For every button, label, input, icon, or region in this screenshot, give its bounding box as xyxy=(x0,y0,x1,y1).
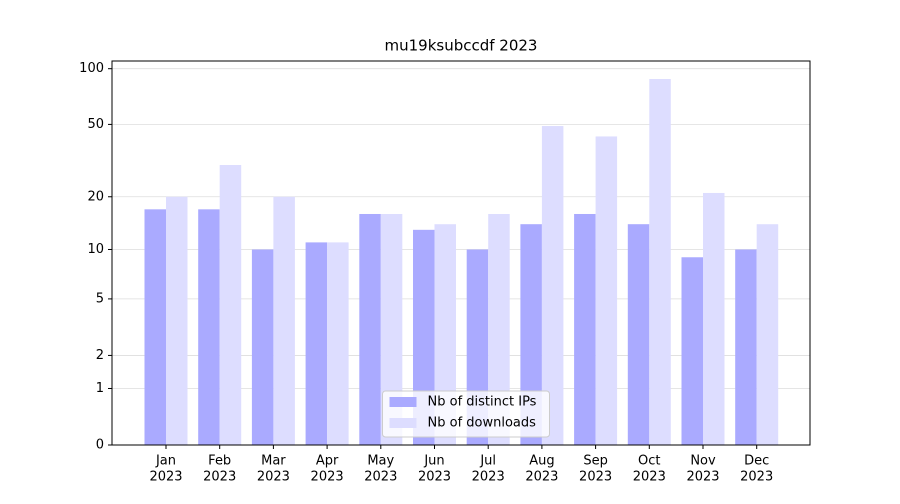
bar xyxy=(434,224,456,445)
y-tick-label: 2 xyxy=(96,348,104,363)
bar xyxy=(649,79,671,445)
x-tick-label: 2023 xyxy=(257,470,290,485)
y-tick-label: 50 xyxy=(87,117,104,132)
bar xyxy=(541,126,564,445)
x-tick-label: Mar xyxy=(261,454,286,469)
legend-box xyxy=(382,390,550,438)
x-tick-label: 2023 xyxy=(740,470,773,485)
x-tick-label: 2023 xyxy=(472,470,505,485)
bar xyxy=(166,196,188,445)
plot-frame xyxy=(111,60,811,446)
x-tick-label: 2023 xyxy=(149,470,182,485)
y-tick-label: 20 xyxy=(87,189,104,204)
x-tick-label: Apr xyxy=(316,454,339,469)
legend: Nb of distinct IPs Nb of downloads xyxy=(382,390,550,438)
bar xyxy=(251,249,274,445)
legend-swatch xyxy=(389,397,417,407)
x-tick-label: Jan xyxy=(155,454,176,469)
x-tick-label: 2023 xyxy=(633,470,666,485)
bar xyxy=(756,224,779,445)
chart-title: mu19ksubccdf 2023 xyxy=(385,37,538,55)
x-tick-label: Feb xyxy=(208,454,231,469)
y-tick-label: 100 xyxy=(79,61,104,76)
x-tick-label: 2023 xyxy=(686,470,719,485)
y-tick-label: 1 xyxy=(96,381,104,396)
bar xyxy=(627,224,650,445)
x-tick-label: 2023 xyxy=(311,470,344,485)
bar xyxy=(198,209,220,445)
bar xyxy=(703,192,725,445)
bar xyxy=(144,209,166,445)
bar xyxy=(305,242,328,445)
x-tick-label: Jul xyxy=(479,454,496,469)
x-tick-label: Dec xyxy=(744,454,769,469)
y-tick-label: 5 xyxy=(96,291,104,306)
bar xyxy=(273,196,295,445)
bar xyxy=(520,224,542,445)
x-tick-label: Aug xyxy=(529,454,554,469)
x-tick-label: 2023 xyxy=(364,470,397,485)
bar xyxy=(681,257,703,445)
bar xyxy=(488,213,510,445)
x-tick-label: Nov xyxy=(690,454,716,469)
bar xyxy=(595,136,618,445)
x-tick-label: 2023 xyxy=(525,470,558,485)
bar xyxy=(574,213,596,445)
bar xyxy=(359,213,381,445)
x-tick-label: Jun xyxy=(423,454,444,469)
bar xyxy=(219,165,242,445)
x-tick-label: Oct xyxy=(638,454,660,469)
bar xyxy=(380,213,403,445)
legend-label: Nb of downloads xyxy=(428,416,537,431)
bar xyxy=(735,249,757,445)
x-tick-label: 2023 xyxy=(203,470,236,485)
bar xyxy=(327,242,349,445)
x-tick-label: 2023 xyxy=(418,470,451,485)
x-tick-label: Sep xyxy=(583,454,608,469)
y-tick-label: 0 xyxy=(96,438,104,453)
legend-swatch xyxy=(389,418,417,428)
legend-label: Nb of distinct IPs xyxy=(428,395,537,410)
x-tick-label: May xyxy=(367,454,394,469)
x-tick-label: 2023 xyxy=(579,470,612,485)
y-tick-label: 10 xyxy=(87,242,104,257)
